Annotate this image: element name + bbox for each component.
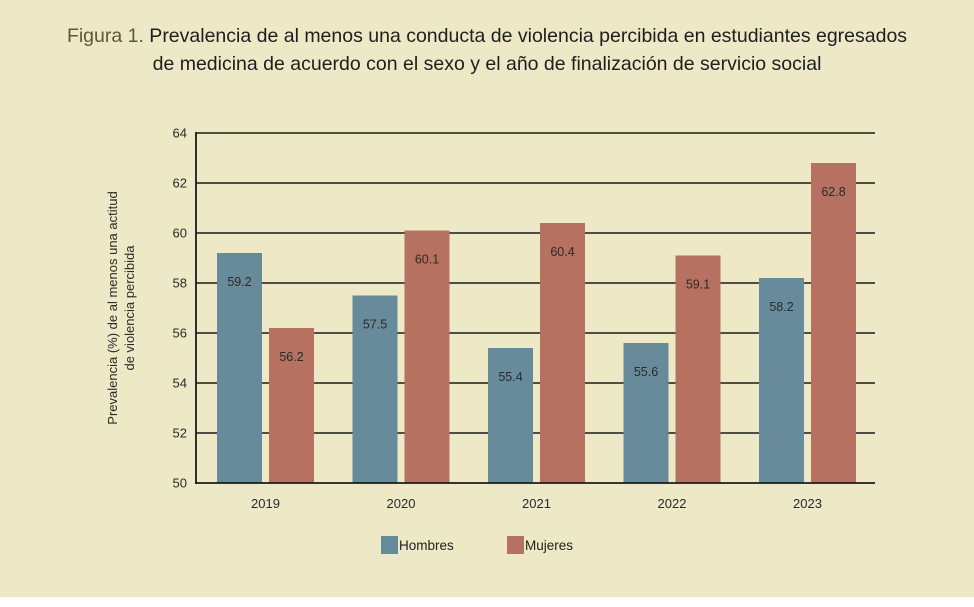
y-tick-label: 64	[173, 126, 187, 141]
y-tick-label: 58	[173, 276, 187, 291]
legend-label-hombres: Hombres	[399, 538, 454, 553]
data-label: 59.1	[686, 278, 710, 292]
bar-mujeres-2020	[404, 230, 450, 483]
data-label: 62.8	[821, 185, 845, 199]
y-axis-title-line: de violencia percibida	[122, 245, 137, 371]
bars	[217, 163, 856, 483]
data-label: 55.6	[634, 365, 658, 379]
title-line-1: Prevalencia de al menos una conducta de …	[143, 25, 908, 47]
x-tick-label: 2023	[793, 496, 822, 511]
data-label: 60.1	[415, 253, 439, 267]
legend: Hombres Mujeres	[381, 536, 573, 554]
figure-title: Figura 1. Prevalencia de al menos una co…	[0, 22, 974, 78]
y-tick-label: 54	[173, 376, 187, 391]
data-label: 60.4	[550, 245, 574, 259]
y-tick-label: 60	[173, 226, 187, 241]
bar-hombres-2019	[217, 253, 262, 483]
bar-hombres-2020	[352, 295, 398, 483]
data-label: 59.2	[227, 275, 251, 289]
y-axis-title: Prevalencia (%) de al menos una actitud d…	[105, 191, 137, 424]
x-tick-label: 2021	[522, 496, 551, 511]
x-tick-label: 2022	[658, 496, 687, 511]
bar-mujeres-2021	[540, 223, 585, 483]
data-label: 56.2	[279, 350, 303, 364]
x-tick-label: 2020	[387, 496, 416, 511]
y-tick-label: 52	[173, 426, 187, 441]
bar-hombres-2022	[623, 343, 669, 483]
y-tick-label: 56	[173, 326, 187, 341]
y-axis-title-line: Prevalencia (%) de al menos una actitud	[105, 191, 120, 424]
bar-mujeres-2019	[269, 328, 314, 483]
data-label: 57.5	[363, 318, 387, 332]
legend-swatch-mujeres	[507, 536, 524, 554]
y-axis-title: Prevalencia (%) de al menos una actitud d…	[105, 191, 137, 424]
axes: 50 52 54 56 58 60 62 64 2019 2020 2021 2022 2023	[173, 126, 875, 511]
data-label: 55.4	[498, 370, 522, 384]
y-tick-label: 62	[173, 176, 187, 191]
title-line-2: de medicina de acuerdo con el sexo y el …	[152, 53, 822, 75]
bar-hombres-2023	[759, 278, 804, 483]
bar-mujeres-2022	[675, 255, 721, 483]
data-labels: 59.2 56.2 57.5 60.1 55.4 60.4 55.6 59.1 58.2 62.8	[227, 185, 845, 384]
legend-swatch-hombres	[381, 536, 398, 554]
figure-number: Figura 1.	[66, 25, 144, 47]
bar-mujeres-2023	[811, 163, 856, 483]
bar-hombres-2021	[488, 348, 533, 483]
y-tick-label: 50	[173, 476, 187, 491]
x-tick-label: 2019	[251, 496, 280, 511]
legend-label-mujeres: Mujeres	[525, 538, 573, 553]
data-label: 58.2	[769, 300, 793, 314]
